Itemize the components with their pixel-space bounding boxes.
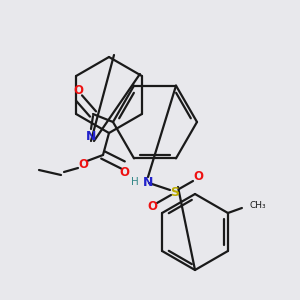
Text: O: O xyxy=(73,83,83,97)
Text: N: N xyxy=(86,130,96,142)
Text: O: O xyxy=(193,170,203,184)
Text: H: H xyxy=(131,177,139,187)
Text: O: O xyxy=(78,158,88,172)
Text: N: N xyxy=(143,176,153,188)
Text: S: S xyxy=(170,185,179,199)
Text: O: O xyxy=(147,200,157,214)
Text: CH₃: CH₃ xyxy=(250,200,266,209)
Text: O: O xyxy=(119,167,129,179)
